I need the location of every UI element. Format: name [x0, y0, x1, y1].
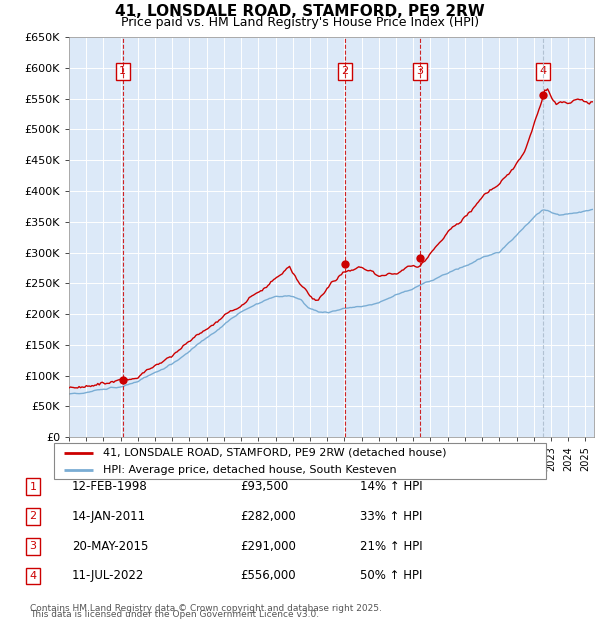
Text: 11-JUL-2022: 11-JUL-2022	[72, 570, 145, 582]
Text: 14-JAN-2011: 14-JAN-2011	[72, 510, 146, 523]
Text: 33% ↑ HPI: 33% ↑ HPI	[360, 510, 422, 523]
Text: £93,500: £93,500	[240, 480, 288, 493]
Text: 1: 1	[119, 66, 126, 76]
Text: 3: 3	[29, 541, 37, 551]
Text: 1: 1	[29, 482, 37, 492]
Text: 2: 2	[29, 512, 37, 521]
Text: HPI: Average price, detached house, South Kesteven: HPI: Average price, detached house, Sout…	[103, 465, 397, 475]
Text: 4: 4	[539, 66, 547, 76]
Text: 14% ↑ HPI: 14% ↑ HPI	[360, 480, 422, 493]
Text: 12-FEB-1998: 12-FEB-1998	[72, 480, 148, 493]
Text: £556,000: £556,000	[240, 570, 296, 582]
Text: 20-MAY-2015: 20-MAY-2015	[72, 540, 148, 552]
Text: 4: 4	[29, 571, 37, 581]
Text: £291,000: £291,000	[240, 540, 296, 552]
Text: 50% ↑ HPI: 50% ↑ HPI	[360, 570, 422, 582]
Text: 3: 3	[416, 66, 424, 76]
Text: £282,000: £282,000	[240, 510, 296, 523]
Text: 41, LONSDALE ROAD, STAMFORD, PE9 2RW (detached house): 41, LONSDALE ROAD, STAMFORD, PE9 2RW (de…	[103, 448, 446, 458]
FancyBboxPatch shape	[54, 443, 546, 479]
Text: 41, LONSDALE ROAD, STAMFORD, PE9 2RW: 41, LONSDALE ROAD, STAMFORD, PE9 2RW	[115, 4, 485, 19]
Text: Contains HM Land Registry data © Crown copyright and database right 2025.: Contains HM Land Registry data © Crown c…	[30, 603, 382, 613]
Text: 21% ↑ HPI: 21% ↑ HPI	[360, 540, 422, 552]
Text: Price paid vs. HM Land Registry's House Price Index (HPI): Price paid vs. HM Land Registry's House …	[121, 16, 479, 29]
Text: This data is licensed under the Open Government Licence v3.0.: This data is licensed under the Open Gov…	[30, 610, 319, 619]
Text: 2: 2	[341, 66, 349, 76]
